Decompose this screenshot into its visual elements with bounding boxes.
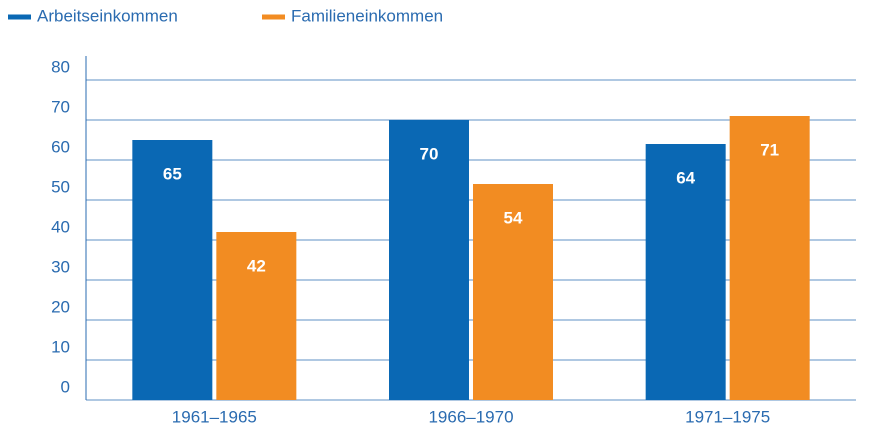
y-tick-label: 20 — [51, 297, 70, 316]
legend-label: Arbeitseinkommen — [37, 6, 178, 25]
value-label: 42 — [247, 256, 266, 275]
x-tick-label: 1961–1965 — [172, 407, 257, 426]
y-tick-label: 60 — [51, 137, 70, 156]
legend-label: Familieneinkommen — [291, 6, 443, 25]
bar — [132, 140, 213, 400]
value-label: 64 — [676, 168, 695, 187]
y-tick-label: 0 — [61, 377, 70, 396]
bar — [729, 116, 810, 400]
x-tick-label: 1966–1970 — [428, 407, 513, 426]
bar — [473, 184, 553, 400]
y-tick-label: 30 — [51, 257, 70, 276]
y-tick-label: 80 — [51, 57, 70, 76]
value-label: 70 — [420, 144, 439, 163]
x-tick-label: 1971–1975 — [685, 407, 770, 426]
bar — [216, 232, 297, 400]
value-label: 65 — [163, 164, 182, 183]
y-tick-label: 40 — [51, 217, 70, 236]
bar — [389, 120, 469, 400]
y-tick-label: 10 — [51, 337, 70, 356]
value-label: 71 — [760, 140, 779, 159]
value-label: 54 — [504, 208, 523, 227]
y-tick-label: 50 — [51, 177, 70, 196]
bar — [645, 144, 726, 400]
y-tick-label: 70 — [51, 97, 70, 116]
